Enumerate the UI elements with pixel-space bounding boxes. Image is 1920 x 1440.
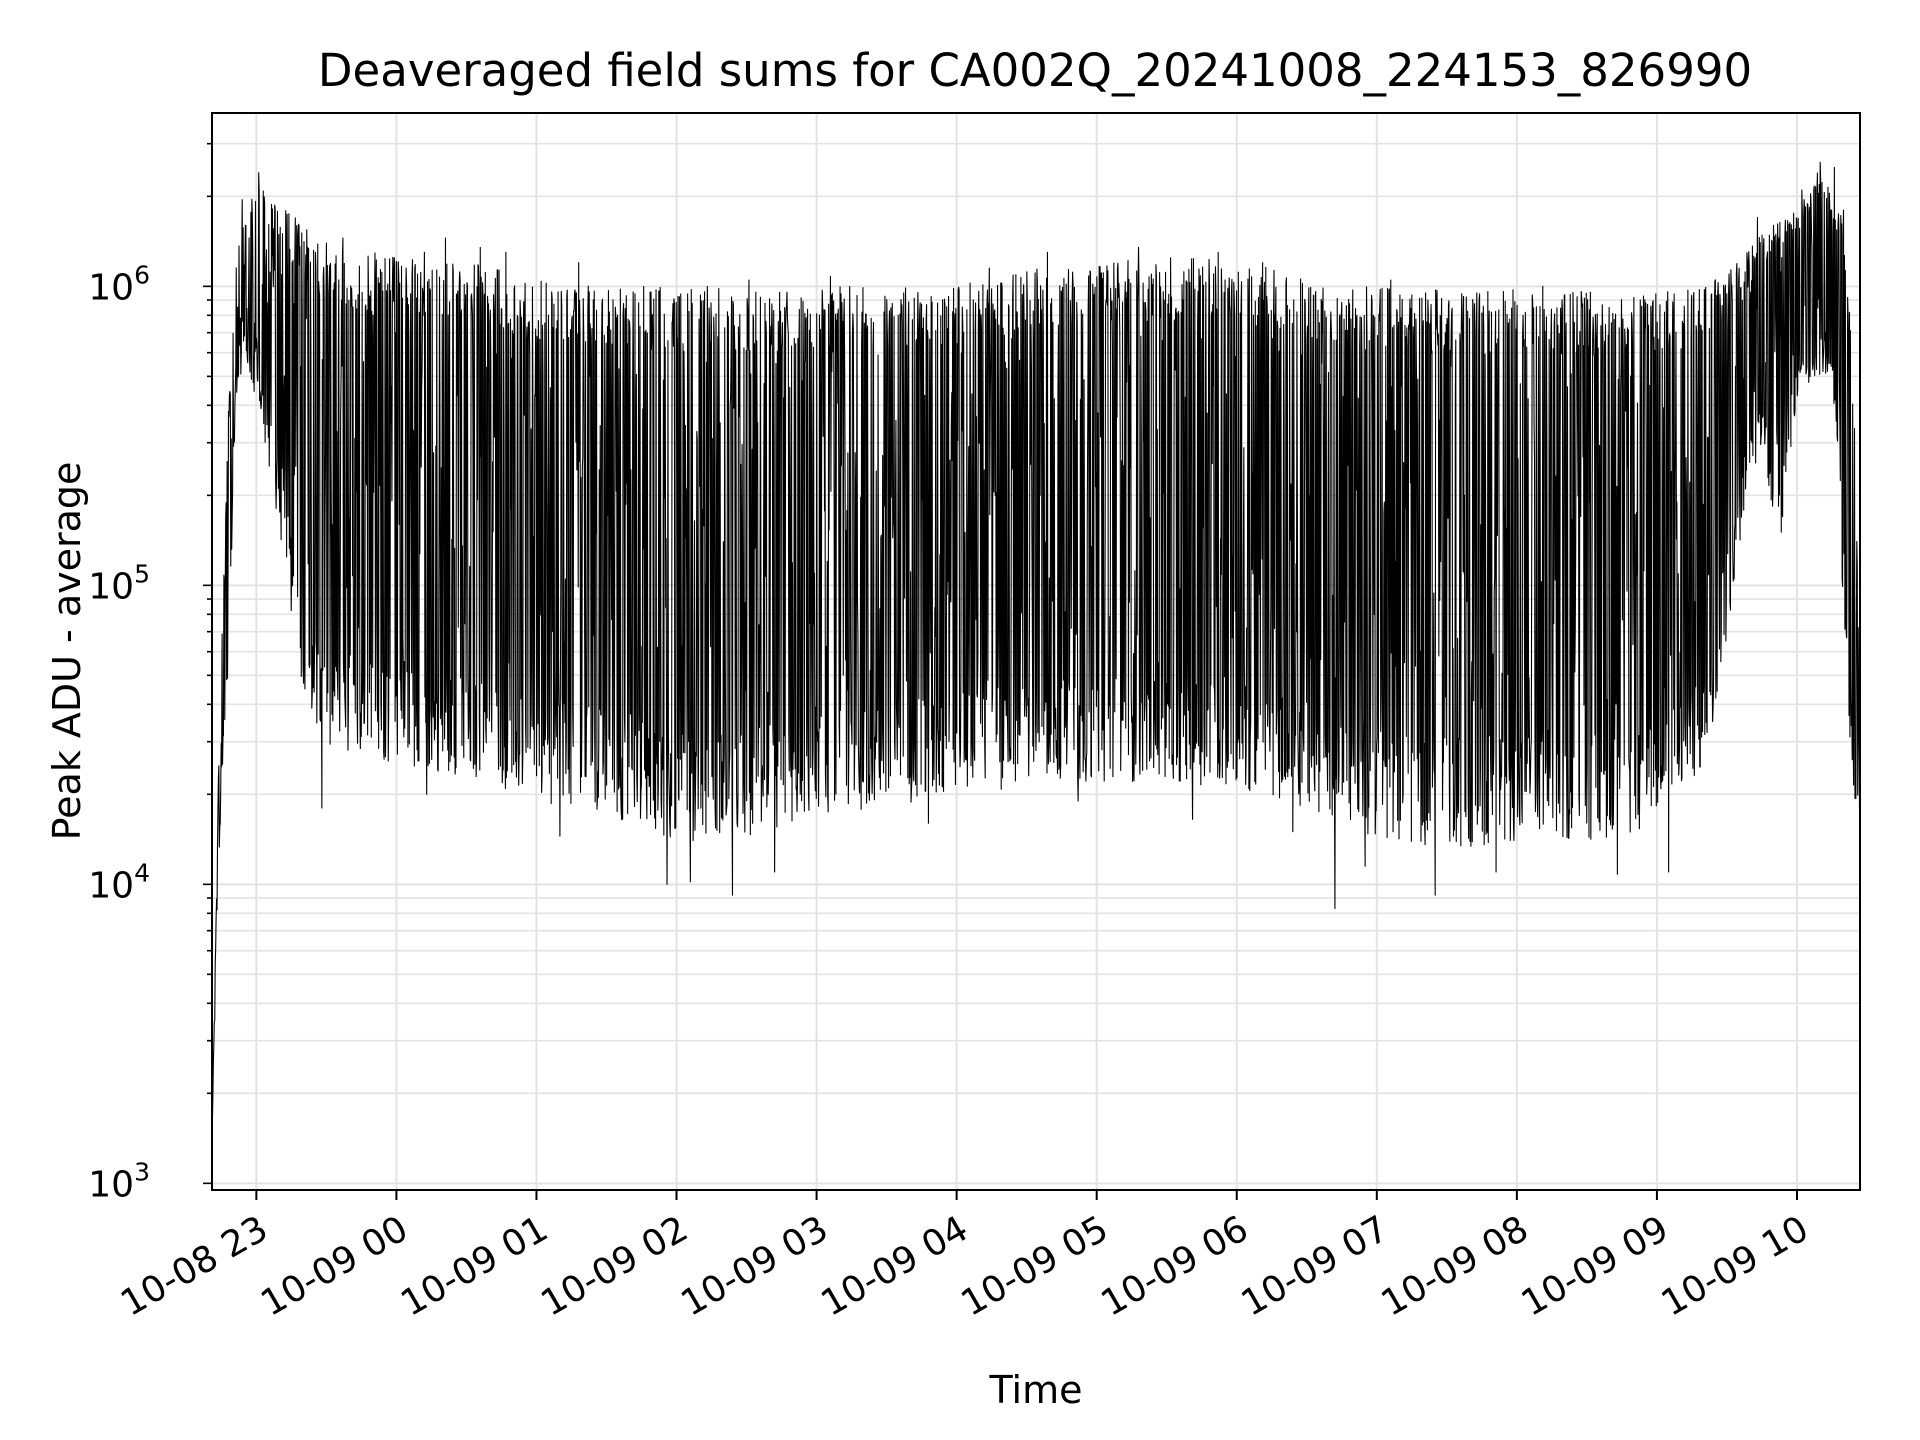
y-tick-exponent: 5: [134, 559, 150, 588]
y-tick-exponent: 6: [134, 260, 150, 289]
series-line: [211, 161, 1861, 1140]
y-tick-exponent: 4: [134, 858, 150, 887]
y-axis-label: Peak ADU - average: [45, 462, 89, 841]
plot-area: [211, 161, 1861, 1140]
chart-title: Deaveraged field sums for CA002Q_2024100…: [318, 44, 1752, 97]
x-axis-label: Time: [989, 1368, 1083, 1412]
y-tick-exponent: 3: [134, 1157, 150, 1186]
